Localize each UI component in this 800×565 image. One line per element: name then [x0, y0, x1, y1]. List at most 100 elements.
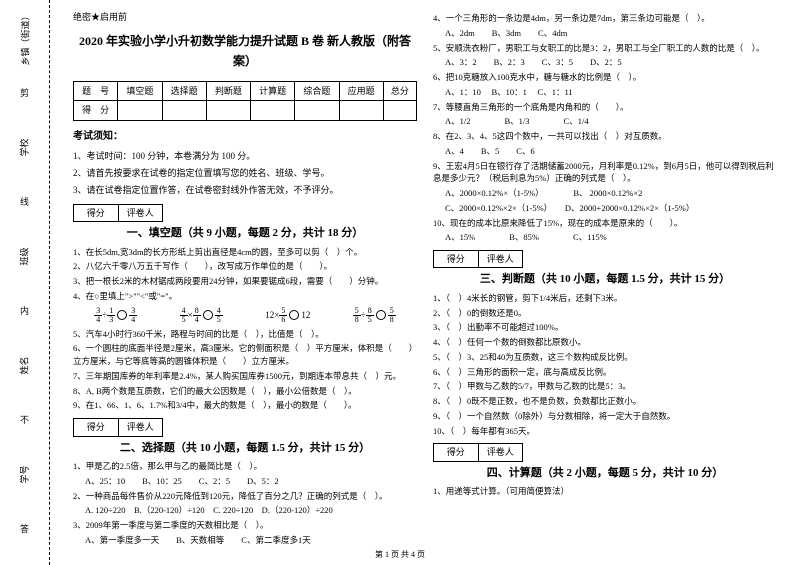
no-label: 不	[18, 415, 31, 424]
line-label: 线	[18, 197, 31, 206]
question: 3、2009年第一季度与第二季度的天数相比是（ ）。	[73, 519, 417, 532]
question-options: A. 120÷220 B.（220-120）÷120 C. 220÷120 D.…	[73, 504, 417, 517]
question: 8、在2、3、4、5这四个数中，一共可以找出（ ）对互质数。	[433, 130, 777, 143]
score-table: 题 号 填空题 选择题 判断题 计算题 综合题 应用题 总分 得 分	[73, 81, 417, 121]
field-class: 班级	[18, 247, 31, 265]
question: 7、三年期国库券的年利率是2.4%，某人购买国库券1500元，到期连本带息共（ …	[73, 370, 417, 383]
field-township: 乡镇（街道）	[18, 11, 31, 65]
exam-title: 2020 年实验小学小升初数学能力提升试题 B 卷 新人教版（附答案）	[73, 32, 417, 70]
grader-label: 评卷人	[479, 444, 523, 460]
question: 6、（ ）三角形的面积一定，底与高成反比例。	[433, 366, 777, 379]
question: 1、在长5dm,宽3dm的长方形纸上剪出直径是4cm的圆，至多可以剪（ ）个。	[73, 246, 417, 259]
question: 9、（ ）一个自然数（0除外）与分数相除，将一定大于自然数。	[433, 410, 777, 423]
question: 5、（ ）3、25和40为互质数，这三个数构成反比例。	[433, 351, 777, 364]
section-header: 得分 评卷人	[433, 250, 523, 268]
cell: 计算题	[251, 81, 295, 100]
question: 4、（ ）任何一个数的倒数都比原数小。	[433, 336, 777, 349]
table-row: 题 号 填空题 选择题 判断题 计算题 综合题 应用题 总分	[74, 81, 417, 100]
question: 1、（ ）4米长的钢管，剪下1/4米后，还剩下3米。	[433, 292, 777, 305]
grader-label: 评卷人	[119, 205, 163, 221]
fraction-expr: 58 ÷ 85 58	[353, 307, 396, 324]
cell: 应用题	[339, 81, 383, 100]
score-label: 得分	[434, 444, 479, 460]
question: 4、在○里填上">""<"或"="。	[73, 290, 417, 303]
question: 8、A, B两个数是互质数，它们的最大公因数是（ ），最小公倍数是（ ）。	[73, 385, 417, 398]
cell: 题 号	[74, 81, 118, 100]
grader-label: 评卷人	[479, 251, 523, 267]
binding-margin: 乡镇（街道） 剪 学校 线 班级 内 姓名 不 学号 答	[0, 0, 50, 565]
cell	[118, 101, 162, 120]
score-label: 得分	[434, 251, 479, 267]
question: 3、（ ）出勤率不可能超过100%。	[433, 321, 777, 334]
question-options: A、3：2 B、2：3 C、3：5 D、2：5	[433, 56, 777, 69]
grader-label: 评卷人	[119, 419, 163, 435]
confidential-label: 绝密★启用前	[73, 10, 417, 24]
question: 3、把一根长2米的木材锯成两段要用24分钟，如果要锯成6段，需要（ ）分钟。	[73, 275, 417, 288]
fraction-expr: 45 × 84 45	[180, 307, 223, 324]
fraction-expr: 12× 56 12	[265, 307, 310, 324]
cell: 综合题	[295, 81, 339, 100]
question: 1、甲是乙的2.5倍，那么甲与乙的最简比是（ ）。	[73, 460, 417, 473]
answer-circle	[203, 310, 213, 320]
answer-circle	[289, 310, 299, 320]
question: 4、一个三角形的一条边是4dm，另一条边是7dm，第三条边可能是（ ）。	[433, 12, 777, 25]
table-row: 得 分	[74, 101, 417, 120]
notice-item: 1、考试时间：100 分钟，本卷满分为 100 分。	[73, 149, 417, 163]
question: 5、安顺洗衣粉厂，男职工与女职工的比是3：2，男职工与全厂职工的人数的比是（ ）…	[433, 42, 777, 55]
question: 9、在1、66、1、6、1.7%和3/4中，最大的数是（ ），最小的数是（ ）。	[73, 399, 417, 412]
right-column: 4、一个三角形的一条边是4dm，另一条边是7dm，第三条边可能是（ ）。 A、2…	[425, 10, 785, 555]
field-id: 学号	[18, 465, 31, 483]
fraction-comparison-row: 34 ÷ 13 34 45 × 84 45 12× 56 12	[73, 307, 417, 324]
cell	[206, 101, 250, 120]
cell	[295, 101, 339, 120]
question: 10、现在的成本比原来降低了15%，现在的成本是原来的（ ）。	[433, 217, 777, 230]
question: 7、等腰直角三角形的一个底角是内角和的（ ）。	[433, 101, 777, 114]
cell: 选择题	[162, 81, 206, 100]
question: 2、一种商品每件售价从220元降低到120元，降低了百分之几？正确的列式是（ ）…	[73, 490, 417, 503]
content-area: 绝密★启用前 2020 年实验小学小升初数学能力提升试题 B 卷 新人教版（附答…	[50, 0, 800, 565]
question-options: A、1/2 B、1/3 C、1/4	[433, 115, 777, 128]
question: 6、一个圆柱的底面半径是2厘米，高3厘米。它的侧面积是（ ）平方厘米，体积是（ …	[73, 342, 417, 368]
cell	[162, 101, 206, 120]
score-label: 得分	[74, 419, 119, 435]
page-footer: 第 1 页 共 4 页	[0, 549, 800, 560]
question: 10、（ ）每年都有365天。	[433, 425, 777, 438]
cell: 判断题	[206, 81, 250, 100]
question: 2、（ ）0的倒数还是0。	[433, 307, 777, 320]
question: 6、把10克糖放入100克水中，糖与糖水的比例是（ ）。	[433, 71, 777, 84]
question-options: A、2000×0.12%×（1-5%） B、 2000×0.12%×2	[433, 187, 777, 200]
section-2-title: 二、选择题（共 10 小题，每题 1.5 分，共计 15 分）	[73, 440, 417, 458]
question-options: A、2dm B、3dm C、4dm	[433, 27, 777, 40]
question: 1、用递等式计算。（可用简便算法）	[433, 485, 777, 498]
exam-page: 乡镇（街道） 剪 学校 线 班级 内 姓名 不 学号 答 绝密★启用前 2020…	[0, 0, 800, 565]
question-options: A、4 B、5 C、6	[433, 145, 777, 158]
question: 5、汽车4小时行360千米，路程与时间的比是（ ），比值是（ ）。	[73, 328, 417, 341]
fraction-expr: 34 ÷ 13 34	[94, 307, 137, 324]
cell	[339, 101, 383, 120]
answer-circle	[117, 310, 127, 320]
cell: 填空题	[118, 81, 162, 100]
notice-title: 考试须知：	[73, 129, 417, 145]
answer-label: 答	[18, 524, 31, 533]
question: 7、（ ）甲数与乙数的5/7，甲数与乙数的比是5：3。	[433, 380, 777, 393]
cell	[251, 101, 295, 120]
inner-label: 内	[18, 306, 31, 315]
section-4-title: 四、计算题（共 2 小题，每题 5 分，共计 10 分）	[433, 465, 777, 483]
notice-item: 3、请在试卷指定位置作答，在试卷密封线外作答无效，不予评分。	[73, 183, 417, 197]
section-header: 得分 评卷人	[433, 443, 523, 461]
question: 2、八亿六千零八万五千写作（ ），改写成万作单位的是（ ）。	[73, 260, 417, 273]
section-header: 得分 评卷人	[73, 204, 163, 222]
notice-item: 2、请首先按要求在试卷的指定位置填写您的姓名、班级、学号。	[73, 166, 417, 180]
left-column: 绝密★启用前 2020 年实验小学小升初数学能力提升试题 B 卷 新人教版（附答…	[65, 10, 425, 555]
question-options: A、第一季度多一天 B、天数相等 C、第二季度多1天	[73, 534, 417, 547]
question: 8、（ ）0既不是正数，也不是负数，负数都比正数小。	[433, 395, 777, 408]
section-header: 得分 评卷人	[73, 418, 163, 436]
answer-circle	[376, 310, 386, 320]
question-options: A、15% B、85% C、115%	[433, 231, 777, 244]
field-school: 学校	[18, 138, 31, 156]
question-options: C、2000×0.12%×2×（1-5%） D、2000+2000×0.12%×…	[433, 202, 777, 215]
question-options: A、25：10 B、10：25 C、2：5 D、5：2	[73, 475, 417, 488]
cell	[383, 101, 416, 120]
cell: 总分	[383, 81, 416, 100]
section-1-title: 一、填空题（共 9 小题，每题 2 分，共计 18 分）	[73, 225, 417, 243]
